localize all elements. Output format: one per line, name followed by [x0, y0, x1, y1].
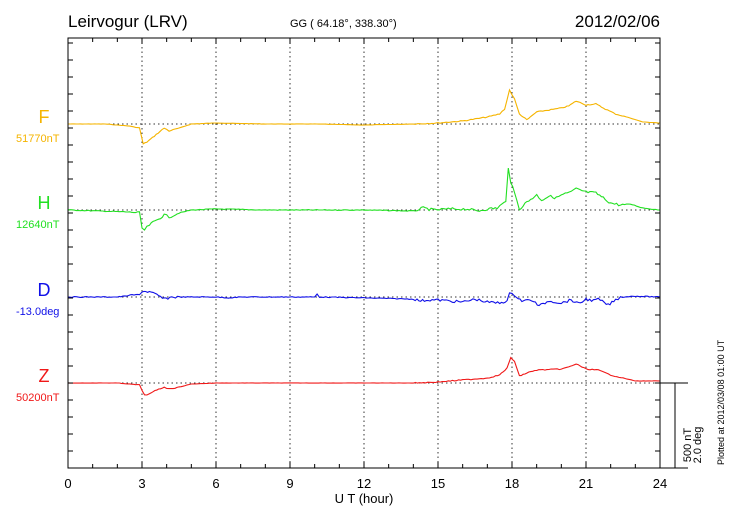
series-line-h [67, 168, 660, 231]
x-tick-label: 18 [505, 476, 519, 491]
x-tick-label: 15 [431, 476, 445, 491]
baseline-value-h: 12640nT [16, 219, 60, 231]
series-line-d [68, 290, 661, 307]
series-line-z [67, 356, 661, 396]
series-label-h: H [38, 193, 51, 213]
series-label-z: Z [39, 366, 50, 386]
plotted-timestamp: Plotted at 2012/03/08 01:00 UT [716, 339, 726, 465]
x-tick-label: 6 [212, 476, 219, 491]
series-label-d: D [38, 280, 51, 300]
x-tick-label: 0 [64, 476, 71, 491]
axes: 0 3 6 9 12 15 18 21 24 [64, 37, 688, 491]
baseline-value-d: -13.0deg [16, 306, 59, 318]
x-tick-label: 21 [579, 476, 593, 491]
series-label-f: F [39, 107, 50, 127]
series-group [67, 88, 661, 396]
labels: F 51770nT H 12640nT D -13.0deg Z 50200nT [16, 107, 60, 404]
x-tick-label: 24 [653, 476, 667, 491]
x-axis-label: U T (hour) [335, 491, 394, 506]
x-tick-label: 12 [357, 476, 371, 491]
baseline-value-f: 51770nT [16, 133, 60, 145]
scale-label-nt: 500 nT [682, 428, 694, 463]
baseline-value-z: 50200nT [16, 392, 60, 404]
scale-label-deg: 2.0 deg [692, 427, 704, 464]
series-line-f [68, 88, 661, 145]
station-coords: GG ( 64.18°, 338.30°) [290, 18, 397, 30]
x-tick-label: 3 [138, 476, 145, 491]
station-title: Leirvogur (LRV) [68, 12, 188, 31]
chart-date: 2012/02/06 [575, 12, 660, 31]
x-tick-label: 9 [286, 476, 293, 491]
grid [68, 38, 660, 468]
